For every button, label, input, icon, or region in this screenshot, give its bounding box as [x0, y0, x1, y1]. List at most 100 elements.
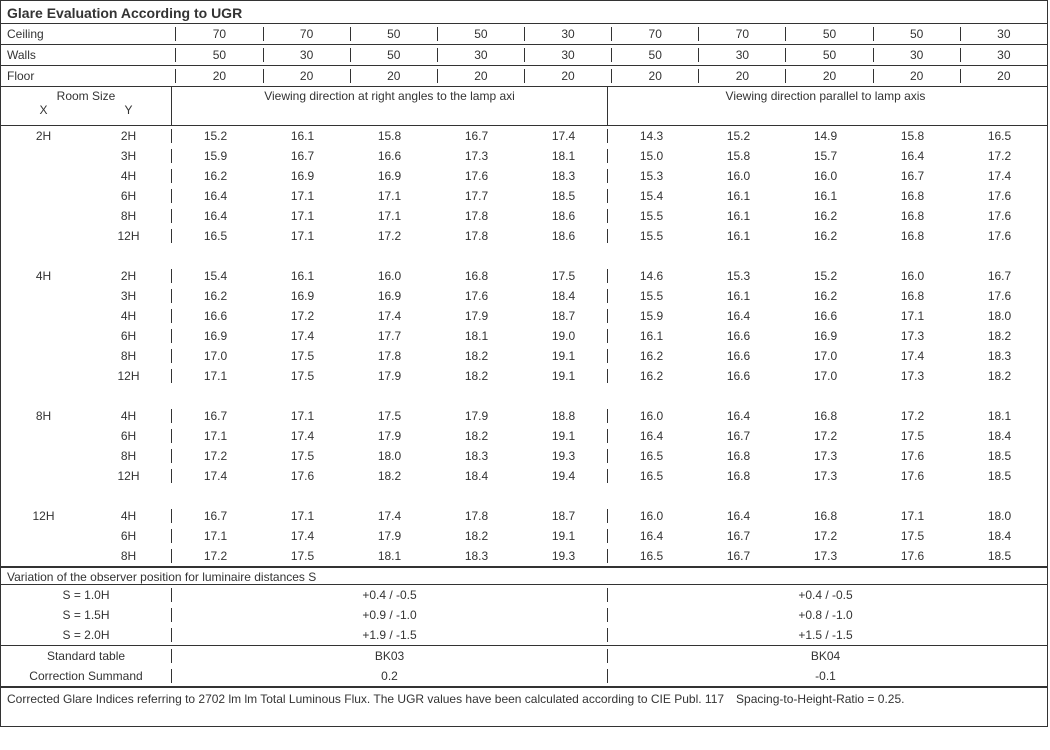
ugr-value: 17.3 — [782, 469, 869, 483]
reflectance-row-floor: Floor 20 20 20 20 20 20 20 20 20 20 — [1, 66, 1047, 87]
ugr-value: 17.4 — [956, 169, 1043, 183]
footer-note: Corrected Glare Indices referring to 270… — [1, 686, 1047, 726]
room-x: 2H — [1, 129, 86, 143]
table-row: 12H17.417.618.218.419.416.516.817.317.61… — [1, 466, 1047, 486]
ugr-value: 16.1 — [695, 289, 782, 303]
ugr-value: 17.6 — [956, 189, 1043, 203]
ugr-value: 16.1 — [695, 209, 782, 223]
ugr-value: 17.2 — [346, 229, 433, 243]
ugr-value: 16.5 — [607, 469, 695, 483]
table-row: 8H16.417.117.117.818.615.516.116.216.817… — [1, 206, 1047, 226]
ugr-value: 16.4 — [607, 429, 695, 443]
ugr-value: 17.2 — [782, 529, 869, 543]
ugr-value: 16.2 — [171, 289, 259, 303]
correction-left: 0.2 — [171, 669, 607, 683]
reflectance-row-walls: Walls 50 30 50 30 30 50 30 50 30 30 — [1, 45, 1047, 66]
variation-left: +0.4 / -0.5 — [171, 588, 607, 602]
refl-cell: 20 — [612, 69, 699, 83]
room-y: 4H — [86, 169, 171, 183]
ugr-value: 16.7 — [171, 409, 259, 423]
correction-label: Correction Summand — [1, 669, 171, 683]
ugr-value: 17.1 — [171, 529, 259, 543]
room-y: 4H — [86, 509, 171, 523]
ugr-value: 16.4 — [869, 149, 956, 163]
room-y: 8H — [86, 349, 171, 363]
refl-cell: 20 — [525, 69, 612, 83]
variation-right: +0.4 / -0.5 — [607, 588, 1043, 602]
ugr-value: 16.6 — [171, 309, 259, 323]
ugr-value: 17.5 — [259, 369, 346, 383]
refl-cell: 30 — [961, 27, 1047, 41]
ugr-value: 16.6 — [695, 329, 782, 343]
ugr-value: 17.3 — [869, 329, 956, 343]
table-row: 2H2H15.216.115.816.717.414.315.214.915.8… — [1, 126, 1047, 146]
page-title: Glare Evaluation According to UGR — [1, 1, 1047, 24]
table-row: 8H17.217.518.118.319.316.516.717.317.618… — [1, 546, 1047, 566]
table-row: 12H17.117.517.918.219.116.216.617.017.31… — [1, 366, 1047, 386]
ugr-value: 17.5 — [259, 449, 346, 463]
ugr-value: 15.2 — [782, 269, 869, 283]
ugr-value: 19.1 — [520, 529, 607, 543]
room-y: 3H — [86, 289, 171, 303]
table-row: 6H16.417.117.117.718.515.416.116.116.817… — [1, 186, 1047, 206]
ugr-value: 16.2 — [782, 209, 869, 223]
spacer-row — [1, 386, 1047, 406]
table-row: 3H16.216.916.917.618.415.516.116.216.817… — [1, 286, 1047, 306]
ugr-value: 16.4 — [695, 309, 782, 323]
ugr-value: 16.5 — [171, 229, 259, 243]
ugr-value: 16.8 — [869, 229, 956, 243]
ugr-value: 17.8 — [346, 349, 433, 363]
ugr-value: 17.4 — [869, 349, 956, 363]
refl-cell: 50 — [786, 27, 873, 41]
ugr-value: 15.4 — [607, 189, 695, 203]
ugr-value: 17.5 — [869, 429, 956, 443]
variation-right: +1.5 / -1.5 — [607, 628, 1043, 642]
ugr-value: 17.2 — [956, 149, 1043, 163]
ugr-value: 15.8 — [869, 129, 956, 143]
ugr-value: 16.1 — [607, 329, 695, 343]
ugr-value: 16.8 — [869, 289, 956, 303]
ugr-value: 16.1 — [259, 129, 346, 143]
ugr-value: 16.8 — [695, 449, 782, 463]
room-y: 6H — [86, 529, 171, 543]
ugr-value: 17.4 — [259, 329, 346, 343]
refl-cell: 20 — [351, 69, 438, 83]
ugr-value: 16.7 — [695, 549, 782, 563]
refl-cell: 20 — [438, 69, 525, 83]
ugr-value: 18.1 — [520, 149, 607, 163]
ugr-value: 15.0 — [607, 149, 695, 163]
ugr-value: 16.9 — [346, 289, 433, 303]
direction-parallel: Viewing direction parallel to lamp axis — [607, 87, 1043, 125]
ugr-value: 15.8 — [695, 149, 782, 163]
ugr-value: 18.3 — [433, 449, 520, 463]
refl-cell: 20 — [786, 69, 873, 83]
ugr-value: 16.7 — [695, 429, 782, 443]
ugr-value: 16.4 — [171, 189, 259, 203]
ugr-value: 18.0 — [956, 309, 1043, 323]
variation-right: +0.8 / -1.0 — [607, 608, 1043, 622]
refl-cell: 50 — [351, 48, 438, 62]
ugr-value: 18.1 — [346, 549, 433, 563]
ugr-value: 15.3 — [695, 269, 782, 283]
ugr-value: 18.8 — [520, 409, 607, 423]
ugr-value: 17.5 — [520, 269, 607, 283]
refl-cell: 30 — [874, 48, 961, 62]
refl-cell: 70 — [264, 27, 351, 41]
ugr-value: 17.9 — [346, 369, 433, 383]
variation-row: S = 1.0H +0.4 / -0.5 +0.4 / -0.5 — [1, 585, 1047, 605]
refl-cell: 30 — [438, 48, 525, 62]
ugr-value: 16.1 — [695, 189, 782, 203]
ugr-value: 17.9 — [346, 429, 433, 443]
ugr-value: 16.2 — [607, 349, 695, 363]
ugr-value: 18.2 — [433, 429, 520, 443]
ugr-value: 18.5 — [520, 189, 607, 203]
ugr-value: 18.6 — [520, 229, 607, 243]
ugr-value: 16.1 — [259, 269, 346, 283]
table-row: 6H17.117.417.918.219.116.416.717.217.518… — [1, 526, 1047, 546]
ugr-value: 18.1 — [433, 329, 520, 343]
ugr-value: 16.2 — [607, 369, 695, 383]
refl-cell: 20 — [699, 69, 786, 83]
ugr-value: 17.2 — [869, 409, 956, 423]
table-row: 6H17.117.417.918.219.116.416.717.217.518… — [1, 426, 1047, 446]
ugr-value: 19.3 — [520, 549, 607, 563]
